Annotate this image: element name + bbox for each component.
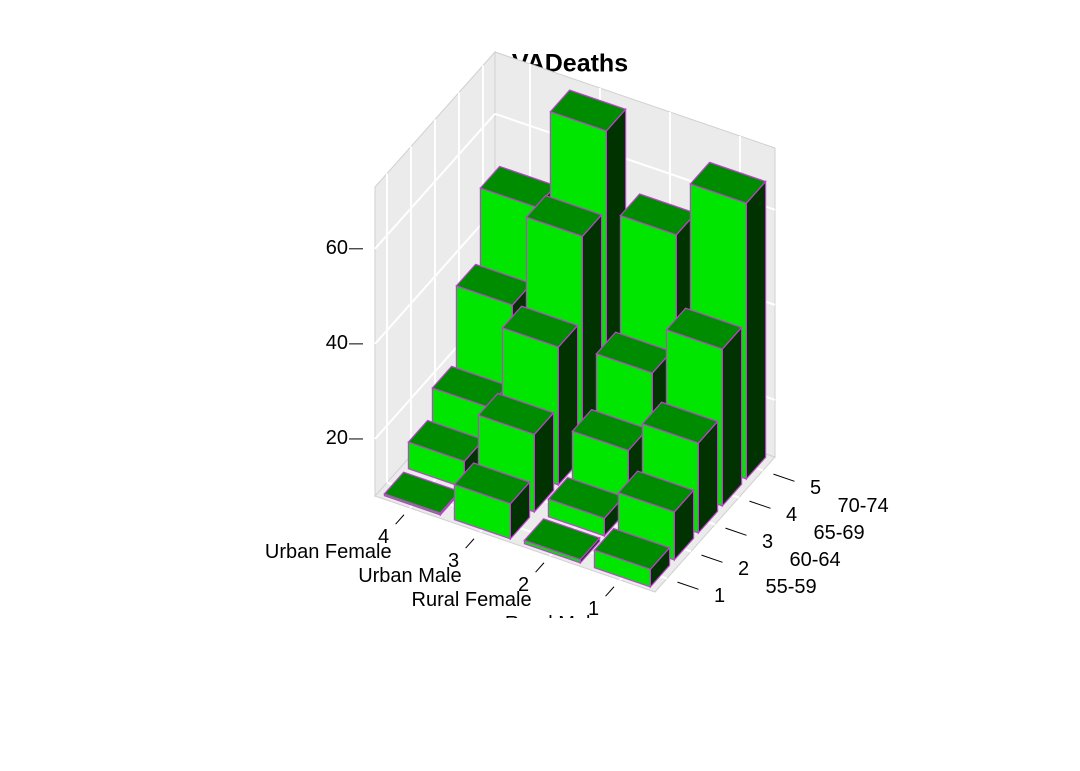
y-tick-label: 4 xyxy=(786,504,797,526)
y-tick-label: 3 xyxy=(762,531,773,553)
x-tick-label: 3 xyxy=(448,550,459,572)
x-category-label: Urban Female xyxy=(265,541,392,563)
bar-top xyxy=(525,194,603,238)
z-tick-label: 20 xyxy=(326,427,348,449)
y-tick xyxy=(773,473,795,482)
bar-side xyxy=(721,325,743,508)
z-tick-label: 40 xyxy=(326,332,348,354)
bar-top xyxy=(595,331,673,374)
y-tick xyxy=(725,527,747,536)
bar-top xyxy=(547,476,625,520)
bar-top xyxy=(549,89,627,132)
bar-top xyxy=(617,470,695,513)
bar-top xyxy=(689,161,767,204)
bar-top xyxy=(619,193,697,236)
bar-top xyxy=(479,165,557,208)
y-tick xyxy=(749,500,771,509)
bar-top xyxy=(455,263,533,306)
bar-top xyxy=(477,392,555,436)
bar-top xyxy=(593,527,671,571)
x-tick xyxy=(395,514,405,525)
bar-top xyxy=(501,305,579,348)
x-tick xyxy=(535,562,545,573)
bar-top xyxy=(523,518,601,561)
bar-top xyxy=(571,408,649,452)
y-tick xyxy=(677,581,699,590)
bar-top xyxy=(383,471,461,514)
bar-top xyxy=(431,365,509,408)
x-tick xyxy=(465,538,475,549)
x-tick-label: 4 xyxy=(378,526,389,548)
y-tick-label: 2 xyxy=(738,558,749,580)
x-tick xyxy=(605,586,615,597)
z-tick-label: 60 xyxy=(326,237,348,259)
y-tick-label: 1 xyxy=(714,585,725,607)
bar-side xyxy=(745,179,767,481)
x-category-label: Urban Male xyxy=(358,565,461,587)
y-category-label: 60-64 xyxy=(790,549,841,571)
bar-top xyxy=(641,401,719,444)
bar-top xyxy=(665,307,743,350)
x-tick-label: 2 xyxy=(518,574,529,596)
bar-top xyxy=(453,462,531,505)
bar-top xyxy=(407,419,485,462)
y-tick xyxy=(701,554,723,563)
x-category-label: Rural Female xyxy=(412,589,532,611)
y-tick-label: 5 xyxy=(810,477,821,499)
y-category-label: 65-69 xyxy=(814,522,865,544)
y-category-label: 70-74 xyxy=(838,495,889,517)
x-category-label: Rural Male xyxy=(505,613,602,635)
y-category-label: 55-59 xyxy=(766,576,817,598)
x-tick-label: 1 xyxy=(588,598,599,620)
